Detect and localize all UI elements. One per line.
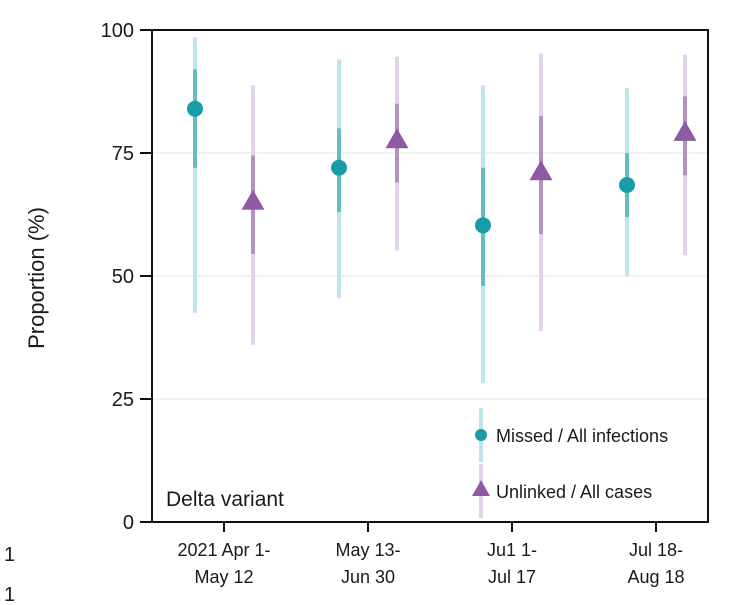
y-tick-label-1: 25: [112, 389, 134, 411]
side-labels: 11: [4, 544, 15, 605]
legend: Missed / All infections Unlinked / All ca…: [472, 408, 668, 518]
y-tick-label-2: 50: [112, 266, 134, 288]
point-s1-0: [241, 189, 265, 210]
y-tick-label-3: 75: [112, 143, 134, 165]
x-tick-label-1-1: Jun 30: [341, 567, 395, 587]
point-s1-2: [529, 160, 553, 181]
legend-marker-1: [472, 480, 490, 496]
point-s0-0: [187, 100, 203, 117]
side-label-0: 1: [4, 544, 15, 566]
side-label-1: 1: [4, 584, 15, 605]
point-s1-1: [385, 128, 409, 149]
y-tick-label-4: 100: [101, 20, 134, 42]
data-points: [187, 100, 697, 234]
x-tick-label-0-1: May 12: [194, 567, 253, 587]
point-s0-2: [475, 217, 491, 234]
legend-label-0: Missed / All infections: [496, 426, 668, 446]
x-tick-label-1-0: May 13-: [335, 540, 400, 560]
error-bars: [193, 37, 687, 384]
point-s0-3: [619, 176, 635, 193]
x-tick-label-3-1: Aug 18: [627, 567, 684, 587]
x-tick-label-2-0: Ju1 1-: [487, 540, 537, 560]
gridlines: [152, 152, 708, 400]
x-tick-label-3-0: Jul 18-: [629, 540, 683, 560]
x-tick-label-2-1: Jul 17: [488, 567, 536, 587]
point-s0-1: [331, 159, 347, 176]
y-axis-title: Proportion (%): [24, 207, 49, 349]
y-axis: 0 25 50 75 100: [101, 20, 152, 534]
point-s1-3: [673, 120, 697, 141]
chart-annotation: Delta variant: [166, 488, 284, 511]
x-tick-label-0-0: 2021 Apr 1-: [177, 540, 270, 560]
legend-marker-0: [475, 429, 487, 441]
legend-label-1: Unlinked / All cases: [496, 482, 652, 502]
y-tick-label-0: 0: [123, 512, 134, 534]
x-axis: 2021 Apr 1- May 12 May 13- Jun 30 Ju1 1- Jul …: [177, 522, 685, 587]
